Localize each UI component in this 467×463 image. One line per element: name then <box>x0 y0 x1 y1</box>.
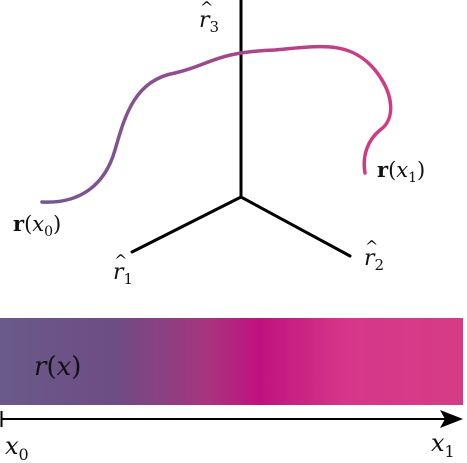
axis-label-r1: r1 <box>113 260 133 288</box>
parameter-axis-arrowhead <box>440 410 463 428</box>
axis-r2 <box>239 195 352 258</box>
parameter-end-label: x1 <box>431 429 455 461</box>
curve-start-label: r(x0) <box>13 211 61 240</box>
coordinate-axes <box>130 0 352 258</box>
parametric-curve <box>40 44 393 204</box>
axis-label-r2: r2 <box>364 246 384 274</box>
parameter-axis <box>0 410 463 428</box>
axis-hat-r2: ^ <box>365 237 378 256</box>
axis-hat-r3: ^ <box>200 0 213 17</box>
axis-label-r3: r3 <box>199 8 219 36</box>
color-bar-label: r(x) <box>34 352 81 382</box>
parameter-start-label: x0 <box>5 432 29 463</box>
color-bar <box>0 318 463 405</box>
axis-hat-r1: ^ <box>114 251 127 270</box>
axis-r1 <box>130 195 243 254</box>
curve-end-label: r(x1) <box>377 157 425 186</box>
